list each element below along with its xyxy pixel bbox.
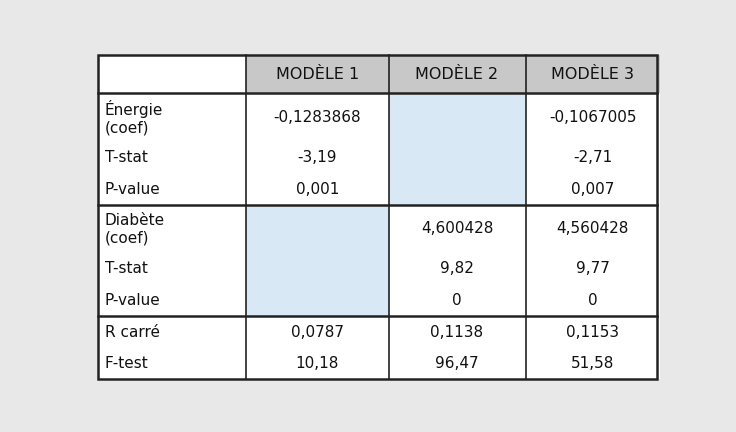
Bar [389, 253, 526, 285]
Bar [98, 55, 246, 93]
Bar [389, 55, 526, 93]
Text: -3,19: -3,19 [297, 150, 337, 165]
Text: 0: 0 [452, 293, 462, 308]
Text: 0: 0 [588, 293, 598, 308]
Bar [246, 55, 389, 93]
Text: P-value: P-value [105, 293, 160, 308]
Text: 4,600428: 4,600428 [421, 222, 493, 236]
Text: 96,47: 96,47 [435, 356, 479, 371]
Text: 51,58: 51,58 [571, 356, 615, 371]
Text: F-test: F-test [105, 356, 148, 371]
Bar [389, 93, 526, 142]
Text: 0,007: 0,007 [571, 181, 615, 197]
Bar [526, 142, 659, 173]
Bar [389, 142, 526, 173]
Bar [98, 253, 246, 285]
Bar [526, 253, 659, 285]
Bar [98, 173, 246, 205]
Text: R carré: R carré [105, 324, 160, 340]
Bar [98, 348, 246, 379]
Bar [246, 173, 389, 205]
Text: T-stat: T-stat [105, 150, 147, 165]
Text: MODÈLE 1: MODÈLE 1 [276, 67, 359, 82]
Bar [526, 348, 659, 379]
Bar [526, 205, 659, 253]
Bar [246, 93, 389, 142]
Bar [526, 93, 659, 142]
Text: T-stat: T-stat [105, 261, 147, 276]
Bar [389, 173, 526, 205]
Text: -2,71: -2,71 [573, 150, 612, 165]
Bar [98, 93, 246, 142]
Text: 9,82: 9,82 [440, 261, 474, 276]
Bar [98, 316, 246, 348]
Text: 4,560428: 4,560428 [556, 222, 629, 236]
Text: -0,1283868: -0,1283868 [274, 110, 361, 125]
Bar [246, 205, 389, 253]
Text: 0,0787: 0,0787 [291, 324, 344, 340]
Text: 0,001: 0,001 [296, 181, 339, 197]
Bar [526, 173, 659, 205]
Bar [389, 316, 526, 348]
Bar [246, 348, 389, 379]
Bar [526, 316, 659, 348]
Bar [526, 285, 659, 316]
Text: MODÈLE 3: MODÈLE 3 [551, 67, 634, 82]
Bar [389, 348, 526, 379]
Text: 9,77: 9,77 [576, 261, 609, 276]
Text: -0,1067005: -0,1067005 [549, 110, 637, 125]
Bar [98, 142, 246, 173]
Bar [246, 253, 389, 285]
Bar [246, 316, 389, 348]
Text: 0,1138: 0,1138 [431, 324, 484, 340]
Text: Énergie
(coef): Énergie (coef) [105, 100, 163, 135]
Bar [389, 285, 526, 316]
Bar [526, 55, 659, 93]
Text: 10,18: 10,18 [296, 356, 339, 371]
Text: P-value: P-value [105, 181, 160, 197]
Text: Diabète
(coef): Diabète (coef) [105, 213, 165, 245]
Bar [98, 285, 246, 316]
Bar [389, 205, 526, 253]
Text: 0,1153: 0,1153 [566, 324, 619, 340]
Bar [246, 142, 389, 173]
Bar [246, 285, 389, 316]
Bar [98, 205, 246, 253]
Text: MODÈLE 2: MODÈLE 2 [416, 67, 498, 82]
